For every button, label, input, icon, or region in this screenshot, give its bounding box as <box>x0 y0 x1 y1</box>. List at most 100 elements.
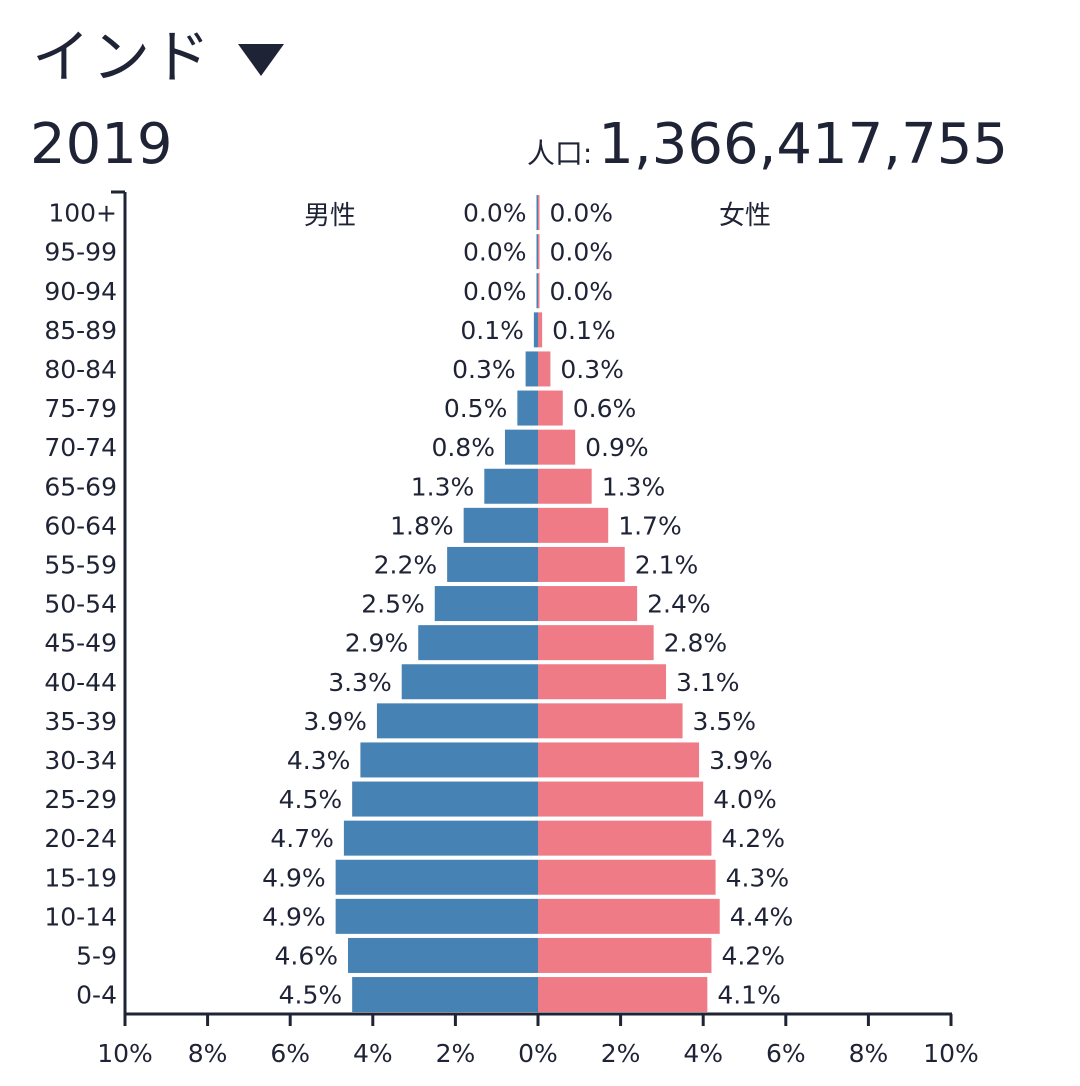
x-tick-label: 8% <box>849 1039 889 1068</box>
series-label-male: 男性 <box>304 201 356 231</box>
female-value-label: 0.9% <box>585 433 649 462</box>
country-selector[interactable]: インド <box>32 22 285 92</box>
female-bar <box>538 546 625 582</box>
age-group-label: 80-84 <box>44 355 117 384</box>
female-value-label: 0.3% <box>560 355 624 384</box>
age-group-label: 85-89 <box>44 316 117 345</box>
male-bar <box>484 468 538 504</box>
female-bar <box>538 195 540 231</box>
header: インド 2019 人口: 1,366,417,755 <box>0 0 1080 190</box>
male-value-label: 1.3% <box>411 472 475 501</box>
male-value-label: 4.7% <box>270 824 334 853</box>
male-value-label: 0.1% <box>460 316 524 345</box>
age-group-label: 0-4 <box>76 981 117 1010</box>
female-bar <box>538 664 667 700</box>
male-value-label: 4.9% <box>262 902 326 931</box>
age-group-label: 50-54 <box>44 590 117 619</box>
male-value-label: 4.6% <box>275 941 339 970</box>
male-bar <box>463 507 538 543</box>
x-tick-label: 6% <box>270 1039 310 1068</box>
male-value-label: 0.0% <box>463 277 527 306</box>
female-bar <box>538 625 654 661</box>
age-group-label: 10-14 <box>44 902 117 931</box>
female-bar <box>538 703 683 739</box>
age-group-label: 25-29 <box>44 785 117 814</box>
female-value-label: 2.4% <box>647 590 711 619</box>
age-group-label: 100+ <box>48 199 117 228</box>
male-bar <box>525 351 538 387</box>
population: 人口: 1,366,417,755 <box>527 112 1008 178</box>
series-label-female: 女性 <box>719 201 771 231</box>
male-value-label: 0.0% <box>463 199 527 228</box>
male-value-label: 2.9% <box>345 629 409 658</box>
population-label: 人口: <box>526 137 593 170</box>
female-bar <box>538 273 540 309</box>
female-value-label: 0.1% <box>552 316 616 345</box>
population-value: 1,366,417,755 <box>598 112 1008 177</box>
female-value-label: 3.9% <box>709 746 773 775</box>
male-value-label: 0.5% <box>444 394 508 423</box>
age-group-label: 55-59 <box>44 550 117 579</box>
male-bar <box>536 195 538 231</box>
male-value-label: 1.8% <box>390 511 454 540</box>
age-group-label: 70-74 <box>44 433 117 462</box>
x-tick-label: 10% <box>923 1039 979 1068</box>
year-label: 2019 <box>30 112 173 177</box>
female-bar <box>538 937 712 973</box>
age-group-label: 20-24 <box>44 824 117 853</box>
female-bar <box>538 781 704 817</box>
male-bar <box>517 390 538 426</box>
x-tick-label: 2% <box>601 1039 641 1068</box>
male-bar <box>352 781 538 817</box>
age-group-label: 40-44 <box>44 668 117 697</box>
age-group-label: 35-39 <box>44 707 117 736</box>
male-value-label: 2.2% <box>374 550 438 579</box>
male-value-label: 0.3% <box>452 355 516 384</box>
age-group-label: 75-79 <box>44 394 117 423</box>
male-value-label: 4.5% <box>279 785 343 814</box>
age-group-label: 90-94 <box>44 277 117 306</box>
male-bar <box>335 898 538 934</box>
female-value-label: 4.2% <box>721 824 785 853</box>
female-value-label: 4.1% <box>717 981 781 1010</box>
male-bar <box>401 664 538 700</box>
female-bar <box>538 977 708 1013</box>
female-value-label: 0.0% <box>550 238 614 267</box>
male-bar <box>504 429 538 465</box>
country-name: インド <box>32 23 213 91</box>
female-value-label: 3.5% <box>693 707 757 736</box>
male-bar <box>348 937 538 973</box>
male-bar <box>536 273 538 309</box>
female-bar <box>538 742 700 778</box>
age-group-label: 30-34 <box>44 746 117 775</box>
female-bar <box>538 586 638 622</box>
female-value-label: 4.4% <box>730 902 794 931</box>
x-tick-label: 2% <box>436 1039 476 1068</box>
male-value-label: 3.9% <box>303 707 367 736</box>
caret-down-icon[interactable] <box>238 44 285 76</box>
x-tick-label: 4% <box>683 1039 723 1068</box>
female-value-label: 3.1% <box>676 668 740 697</box>
female-bar <box>538 468 592 504</box>
female-bar <box>538 390 563 426</box>
male-bar <box>434 586 538 622</box>
female-bar <box>538 351 551 387</box>
male-bar <box>343 820 538 856</box>
female-bar <box>538 234 540 270</box>
female-bar <box>538 507 609 543</box>
male-value-label: 3.3% <box>328 668 392 697</box>
male-value-label: 0.0% <box>463 238 527 267</box>
female-value-label: 2.1% <box>635 550 699 579</box>
female-value-label: 0.0% <box>550 277 614 306</box>
x-tick-label: 8% <box>188 1039 228 1068</box>
female-bar <box>538 859 716 895</box>
male-bar <box>418 625 538 661</box>
female-value-label: 4.2% <box>721 941 785 970</box>
female-bar <box>538 429 576 465</box>
female-bar <box>538 312 543 348</box>
age-group-label: 5-9 <box>76 941 117 970</box>
x-tick-label: 6% <box>766 1039 806 1068</box>
male-value-label: 4.9% <box>262 863 326 892</box>
male-value-label: 4.5% <box>279 981 343 1010</box>
x-tick-label: 4% <box>353 1039 393 1068</box>
